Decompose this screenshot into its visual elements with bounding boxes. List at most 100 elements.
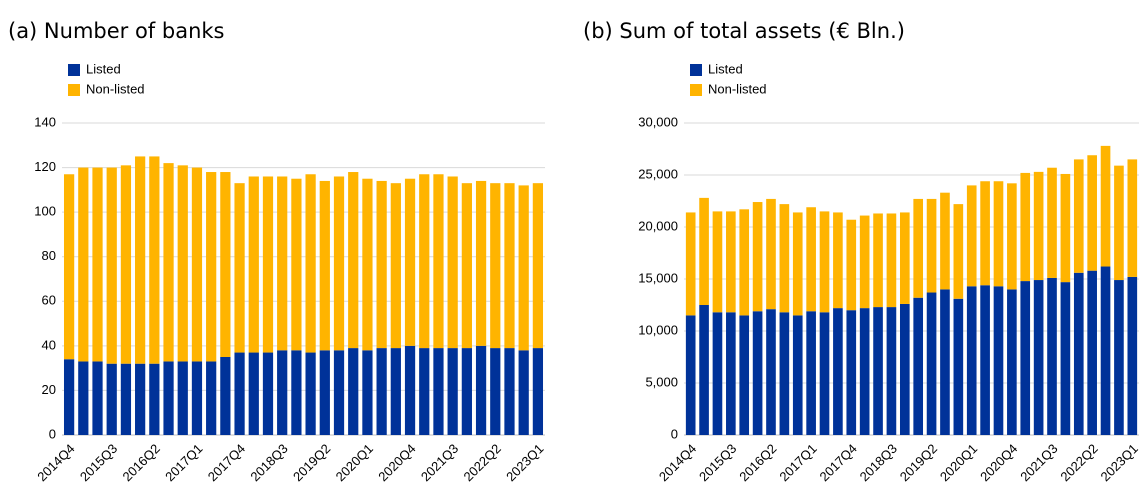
bar-segment [806, 207, 816, 312]
bar-segment [390, 348, 401, 435]
bar-segment [404, 345, 416, 435]
bar-segment [1100, 145, 1111, 267]
bar-segment [1033, 280, 1044, 435]
y-tick-label: 10,000 [638, 322, 678, 337]
y-tick-label: 30,000 [638, 114, 678, 129]
bar-segment [319, 350, 330, 435]
bar-segment [248, 352, 259, 435]
bar-segment [177, 361, 188, 435]
bar-segment [149, 363, 160, 435]
x-tick-label: 2019Q2 [897, 441, 940, 484]
bar-segment [220, 357, 231, 435]
y-tick-label: 40 [42, 337, 56, 352]
bar-segment [433, 174, 444, 349]
bar-segment [206, 361, 217, 435]
bar-segment [953, 204, 964, 299]
x-tick-label: 2018Q3 [857, 441, 900, 484]
bar-segment [92, 361, 103, 435]
bar-segment [376, 180, 387, 349]
bar-segment [966, 286, 977, 435]
bar-segment [1033, 171, 1044, 281]
bar-segment [518, 185, 529, 351]
x-tick-label: 2014Q4 [34, 441, 77, 484]
bar-segment [390, 183, 401, 349]
bar-segment [504, 183, 515, 349]
bar-segment [277, 176, 288, 351]
x-tick-label: 2020Q4 [375, 441, 418, 484]
bar-segment [461, 348, 472, 435]
bar-segment [277, 350, 288, 435]
bar-segment [490, 183, 501, 349]
y-tick-label: 0 [671, 426, 678, 441]
bar-segment [234, 183, 245, 353]
y-tick-label: 140 [34, 114, 56, 129]
bar-segment [362, 178, 373, 351]
bar-segment [1020, 281, 1031, 435]
y-tick-label: 0 [49, 426, 56, 441]
bar-segment [699, 305, 709, 435]
y-tick-label: 20 [42, 382, 56, 397]
legend-label: Non-listed [86, 81, 145, 96]
bar-segment [191, 361, 203, 435]
bar-segment [685, 212, 696, 316]
bar-segment [712, 211, 723, 313]
x-tick-label: 2017Q1 [776, 441, 819, 484]
bar-segment [980, 181, 990, 286]
bar-segment [806, 311, 816, 435]
bar-segment [1127, 276, 1138, 435]
bar-segment [819, 312, 830, 435]
bar-segment [120, 165, 132, 364]
bar-segment [966, 185, 977, 287]
bar-segment [899, 303, 910, 435]
bar-segment [234, 352, 245, 435]
x-tick-label: 2023Q1 [503, 441, 546, 484]
bar-segment [78, 167, 89, 362]
bar-segment [1127, 159, 1138, 277]
bar-segment [913, 198, 924, 298]
x-tick-label: 2015Q3 [696, 441, 739, 484]
bar-segment [913, 297, 924, 435]
x-tick-label: 2021Q3 [1017, 441, 1060, 484]
bar-segment [475, 345, 487, 435]
bar-segment [846, 310, 857, 435]
chart-title: (b) Sum of total assets (€ Bln.) [583, 19, 905, 43]
bar-segment [433, 348, 444, 435]
x-tick-label: 2021Q3 [418, 441, 461, 484]
x-tick-label: 2022Q2 [1057, 441, 1100, 484]
bar-segment [1020, 172, 1031, 282]
bar-segment [739, 315, 750, 435]
bar-segment [1007, 183, 1017, 290]
bar-segment [376, 348, 387, 435]
x-tick-label: 2016Q2 [120, 441, 163, 484]
bar-segment [859, 215, 870, 309]
bar-segment [404, 178, 416, 346]
bar-segment [1114, 280, 1124, 435]
bar-segment [873, 213, 883, 308]
chart-title: (a) Number of banks [8, 19, 225, 43]
bar-segment [106, 363, 117, 435]
y-tick-label: 100 [34, 204, 56, 219]
y-tick-label: 120 [34, 159, 56, 174]
x-tick-label: 2014Q4 [656, 441, 699, 484]
bar-segment [792, 212, 803, 316]
bar-segment [362, 350, 373, 435]
x-tick-label: 2020Q1 [333, 441, 376, 484]
y-tick-label: 80 [42, 248, 56, 263]
bar-segment [712, 312, 723, 435]
bar-segment [1073, 272, 1084, 435]
bar-segment [953, 298, 964, 435]
bar-segment [766, 309, 776, 435]
bar-segment [177, 165, 188, 362]
bar-segment [899, 212, 910, 304]
bar-segment [191, 167, 203, 362]
bar-segment [63, 359, 75, 435]
x-tick-label: 2016Q2 [736, 441, 779, 484]
legend-label: Non-listed [708, 81, 767, 96]
bar-segment [766, 198, 776, 310]
bar-segment [752, 311, 763, 435]
bar-segment [993, 286, 1004, 435]
bar-segment [1073, 159, 1084, 273]
bar-segment [980, 285, 990, 435]
bar-segment [135, 156, 146, 364]
